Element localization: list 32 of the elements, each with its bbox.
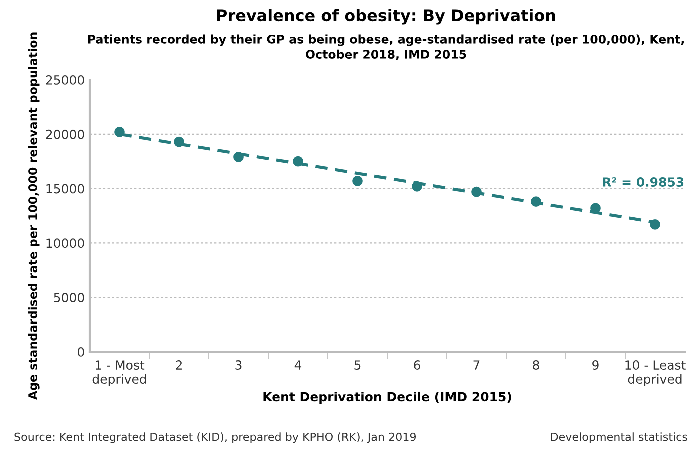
text: Developmental statistics: [551, 432, 688, 444]
point: [472, 186, 482, 198]
point: [114, 127, 125, 138]
point: [293, 156, 304, 167]
y-tick-label: 0: [78, 347, 84, 357]
point: [174, 136, 184, 148]
x-tick-label: 10 - Least deprived: [626, 360, 686, 386]
x-tick-label: 7: [474, 360, 480, 370]
point: [531, 196, 542, 208]
y-tick-label: 5000: [54, 293, 84, 303]
y-tick-label: 25000: [46, 75, 84, 85]
y-tick-label: 15000: [46, 184, 84, 194]
x-tick-label: 3: [236, 360, 242, 370]
x-tick-label: 6: [414, 360, 420, 370]
point: [412, 181, 422, 192]
x-tick-label: 9: [592, 360, 599, 370]
y-tick-label: 10000: [46, 238, 84, 248]
point: [352, 176, 363, 186]
y-tick-label: 20000: [46, 130, 84, 140]
x-tick-label: 1 - Most deprived: [92, 360, 146, 386]
x-tick-label: 8: [533, 360, 540, 370]
chart-subtitle: Patients recorded by their GP as being obese, age-standardised rate (per 100,000), Kent, October 2018, IMD 2015: [88, 34, 684, 60]
x-axis-title: Kent Deprivation Decile (IMD 2015): [264, 392, 512, 404]
y-axis-title: Age standardised rate per 100,000 relevant population: [28, 32, 40, 400]
annotation: R² = 0.9853: [603, 178, 684, 187]
x-tick-label: 5: [354, 360, 361, 370]
x-tick-label: 2: [176, 360, 182, 370]
point: [234, 152, 244, 162]
source-note: Source: Kent Integrated Dataset (KID), prepared by KPHO (RK), Jan 2019: [14, 432, 416, 444]
point: [650, 220, 660, 230]
chart-title: Prevalence of obesity: By Deprivation: [217, 9, 556, 25]
x-tick-label: 4: [294, 360, 302, 370]
